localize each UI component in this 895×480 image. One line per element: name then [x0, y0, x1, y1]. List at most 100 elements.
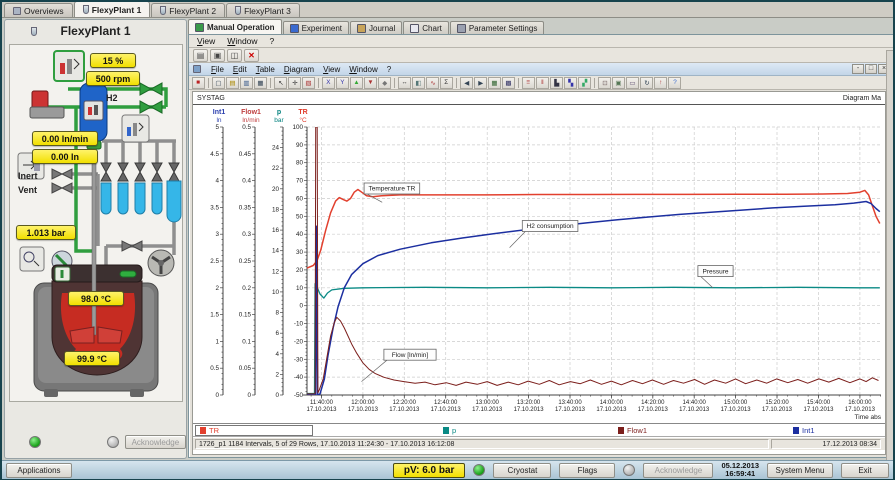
svg-text:50: 50 — [296, 213, 304, 220]
mail-icon[interactable]: ▭ — [626, 77, 639, 89]
toolbar-separator — [594, 78, 595, 88]
window-split-icon[interactable]: ◫ — [227, 49, 242, 62]
svg-text:17.10.2013: 17.10.2013 — [306, 407, 337, 413]
legend-item-tr[interactable]: TR — [195, 425, 313, 436]
snap-icon[interactable]: ✛ — [288, 77, 301, 89]
toolbar-separator — [318, 78, 319, 88]
export-page-icon[interactable]: ⊡ — [598, 77, 611, 89]
menu-item-view[interactable]: View — [323, 65, 340, 74]
legend-label: p — [452, 426, 456, 435]
system-menu-button[interactable]: System Menu — [767, 463, 833, 478]
tab-overviews[interactable]: Overviews — [4, 3, 73, 17]
minimize-icon[interactable]: - — [852, 64, 864, 74]
menu-item-help[interactable]: ? — [387, 65, 391, 74]
close-red-icon[interactable]: ✕ — [244, 49, 259, 62]
save-icon[interactable]: ▥ — [240, 77, 253, 89]
svg-text:16:00:00: 16:00:00 — [848, 400, 872, 406]
restore-icon[interactable]: □ — [865, 64, 877, 74]
sampler-button[interactable] — [20, 247, 44, 271]
crop-icon[interactable]: ◧ — [412, 77, 425, 89]
export-icon[interactable]: ▣ — [210, 49, 225, 62]
next-icon[interactable]: ▶ — [474, 77, 487, 89]
prev-icon[interactable]: ◀ — [460, 77, 473, 89]
chart-plot-area[interactable]: Int1ln00.511.522.533.544.55Flow1ln/min00… — [193, 105, 885, 423]
scale-x-icon[interactable]: X — [322, 77, 335, 89]
h2-label: H2 — [106, 93, 118, 103]
acknowledge-button[interactable]: Acknowledge — [125, 435, 186, 449]
zoom-out-icon[interactable]: ▼ — [364, 77, 377, 89]
menu-item-view[interactable]: View — [197, 36, 215, 46]
drain-valve[interactable] — [122, 241, 142, 251]
svg-text:Time abs: Time abs — [855, 414, 882, 421]
menu-item-window[interactable]: Window — [227, 36, 257, 46]
tab-experiment[interactable]: Experiment — [283, 21, 349, 34]
vertical-scrollbar[interactable] — [886, 50, 894, 474]
legend-icon[interactable]: ▙ — [550, 77, 563, 89]
vent-valve[interactable] — [52, 183, 72, 193]
legend-item-p[interactable]: p — [443, 425, 456, 436]
tab-flexyplant-1[interactable]: FlexyPlant 1 — [74, 1, 151, 17]
chart-type-icon[interactable]: ▞ — [578, 77, 591, 89]
up-icon[interactable]: ↑ — [654, 77, 667, 89]
exit-button[interactable]: Exit — [841, 463, 889, 478]
taskbar-acknowledge-button[interactable]: Acknowledge — [643, 463, 713, 478]
new-icon[interactable]: ▢ — [212, 77, 225, 89]
legend-item-int1[interactable]: Int1 — [793, 425, 815, 436]
tab-label: Overviews — [24, 6, 64, 16]
plant-status-row: Acknowledge — [5, 430, 186, 454]
palette-icon[interactable]: ▚ — [564, 77, 577, 89]
applications-button[interactable]: Applications — [6, 463, 72, 478]
tab-chart[interactable]: Chart — [403, 21, 449, 34]
svg-text:15:00:00: 15:00:00 — [724, 400, 748, 406]
cryostat-button[interactable]: Cryostat — [493, 463, 551, 478]
svg-text:ln/min: ln/min — [242, 117, 260, 124]
tab-flexyplant-3[interactable]: FlexyPlant 3 — [226, 3, 300, 17]
menu-item-table[interactable]: Table — [256, 65, 275, 74]
svg-text:17.10.2013: 17.10.2013 — [472, 407, 503, 413]
flags-button[interactable]: Flags — [559, 463, 615, 478]
refresh-icon[interactable]: ↻ — [640, 77, 653, 89]
diagram-icon[interactable]: ▩ — [502, 77, 515, 89]
table-icon[interactable]: ▦ — [488, 77, 501, 89]
pan-icon[interactable]: ↔ — [398, 77, 411, 89]
tile-icon[interactable]: ≡ — [522, 77, 535, 89]
stop-icon[interactable]: ■ — [192, 77, 205, 89]
h2-valve-bottom[interactable] — [140, 101, 162, 113]
h2-valve-top[interactable] — [140, 83, 162, 95]
balance-button[interactable] — [122, 115, 149, 142]
sum-icon[interactable]: Σ — [440, 77, 453, 89]
menu-item-file[interactable]: File — [211, 65, 224, 74]
cursor-icon[interactable]: ↖ — [274, 77, 287, 89]
open-icon[interactable]: ▤ — [226, 77, 239, 89]
dosing-button[interactable] — [54, 51, 84, 81]
zoom-reset-icon[interactable]: ◆ — [378, 77, 391, 89]
clock: 05.12.2013 16:59:41 — [721, 462, 759, 478]
menu-item-help[interactable]: ? — [270, 36, 275, 46]
stirrer-percent-badge: 15 % — [90, 53, 136, 68]
erase-icon[interactable]: ▧ — [302, 77, 315, 89]
menu-item-diagram[interactable]: Diagram — [284, 65, 314, 74]
print-icon[interactable]: ▤ — [193, 49, 208, 62]
svg-text:12:20:00: 12:20:00 — [393, 400, 417, 406]
tab-parameter-settings[interactable]: Parameter Settings — [450, 21, 544, 34]
chart-icon — [410, 24, 419, 33]
curve-icon[interactable]: ∿ — [426, 77, 439, 89]
journal-icon — [357, 24, 366, 33]
svg-text:0: 0 — [299, 303, 303, 310]
legend-item-flow1[interactable]: Flow1 — [618, 425, 647, 436]
tab-journal[interactable]: Journal — [350, 21, 402, 34]
tab-manual-operation[interactable]: Manual Operation — [188, 19, 282, 34]
inert-valve[interactable] — [52, 169, 72, 179]
zoom-in-icon[interactable]: ▲ — [350, 77, 363, 89]
help-icon[interactable]: ? — [668, 77, 681, 89]
chart-legend: TR p Flow1 Int1 — [193, 423, 885, 437]
sample-valves[interactable] — [101, 163, 179, 181]
tab-flexyplant-2[interactable]: FlexyPlant 2 — [151, 3, 225, 17]
menu-item-edit[interactable]: Edit — [233, 65, 247, 74]
image-icon[interactable]: ▣ — [612, 77, 625, 89]
scale-y-icon[interactable]: Y — [336, 77, 349, 89]
copy-icon[interactable]: ▦ — [254, 77, 267, 89]
menu-item-window[interactable]: Window — [349, 65, 377, 74]
vent-label: Vent — [18, 185, 37, 195]
cascade-icon[interactable]: ‖ — [536, 77, 549, 89]
